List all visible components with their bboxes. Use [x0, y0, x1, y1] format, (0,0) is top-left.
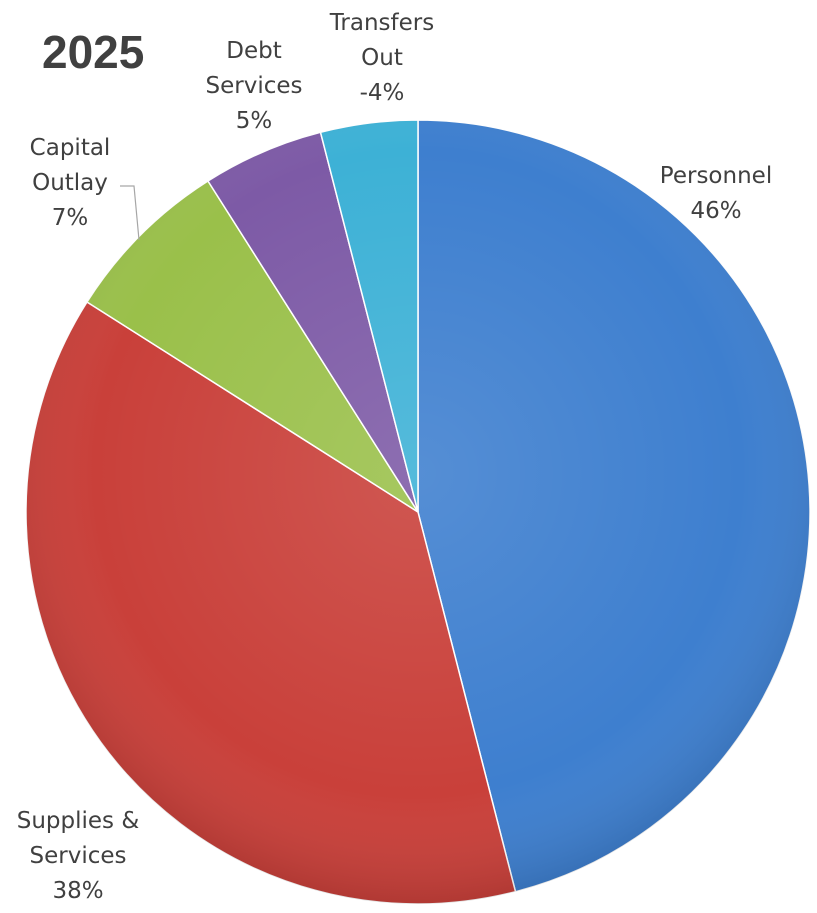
slice-label-debt-services: Debt Services 5% — [206, 38, 303, 134]
chart-title: 2025 — [42, 26, 144, 78]
slice-label-supplies-services: Supplies & Services 38% — [17, 808, 140, 904]
pie-slices — [25, 119, 811, 905]
slice-label-capital-outlay: Capital Outlay 7% — [30, 135, 111, 231]
leader-lines — [120, 185, 140, 241]
slice-labels: Personnel 46% Supplies & Services 38% Capital… — [17, 10, 772, 904]
leader-line-capital-outlay — [120, 185, 140, 241]
slice-label-personnel: Personnel 46% — [660, 163, 772, 224]
slice-label-transfers-out: Transfers Out -4% — [329, 10, 434, 106]
